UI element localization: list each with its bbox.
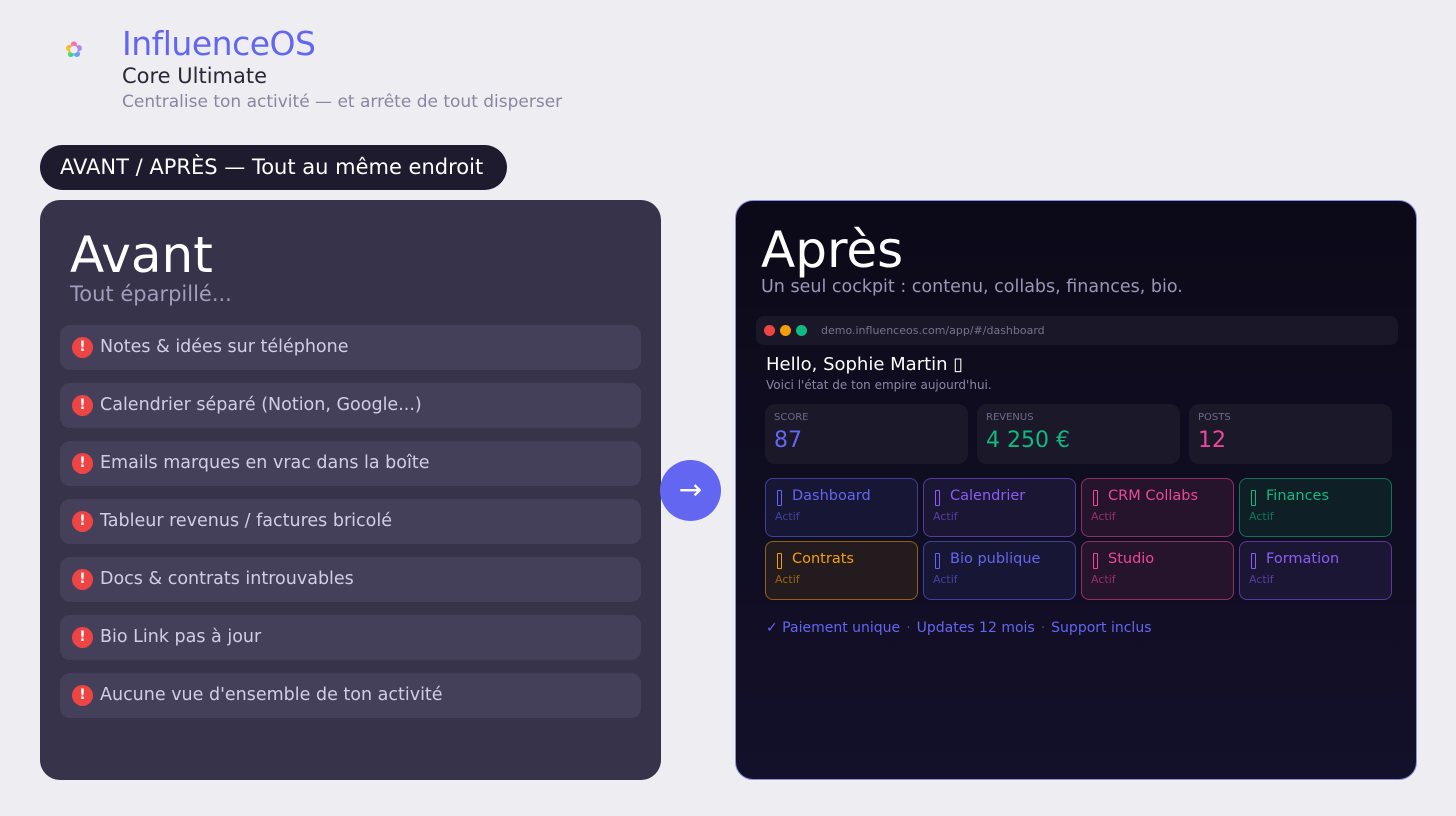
stat-value: 12 [1198, 428, 1226, 453]
app-subtitle: Core Ultimate [122, 64, 268, 88]
close-dot [764, 325, 775, 336]
after-subtitle: Un seul cockpit : contenu, collabs, fina… [761, 277, 1183, 297]
module-status: Actif [933, 510, 958, 523]
before-panel: Avant Tout éparpillé... ! Notes & idées s… [40, 200, 661, 780]
module-icon [935, 490, 940, 506]
exclamation-icon: ! [72, 337, 93, 358]
module-name: Finances [1266, 488, 1330, 504]
module-status: Actif [775, 510, 800, 523]
module-status: Actif [933, 573, 958, 586]
greeting-subtitle: Voici l'état de ton empire aujourd'hui. [766, 378, 992, 392]
pain-point-label: Calendrier séparé (Notion, Google...) [100, 395, 422, 415]
module-tile-studio[interactable]: Studio Actif [1081, 541, 1234, 600]
after-title: Après [761, 221, 904, 279]
pain-point-item: ! Docs & contrats introuvables [60, 557, 641, 602]
pain-point-item: ! Calendrier séparé (Notion, Google...) [60, 383, 641, 428]
flower-logo-icon: ✿ [60, 37, 88, 65]
pain-point-label: Emails marques en vrac dans la boîte [100, 453, 430, 473]
module-icon [1251, 490, 1256, 506]
pain-point-item: ! Aucune vue d'ensemble de ton activité [60, 673, 641, 718]
module-tile-calendrier[interactable]: Calendrier Actif [923, 478, 1076, 537]
module-name: Studio [1108, 551, 1155, 567]
module-name: CRM Collabs [1108, 488, 1199, 504]
footer-features: ✓ Paiement unique · Updates 12 mois · Suppor… [766, 620, 1157, 636]
pain-point-item: ! Bio Link pas à jour [60, 615, 641, 660]
module-icon [777, 490, 782, 506]
module-name: Bio publique [950, 551, 1041, 567]
exclamation-icon: ! [72, 453, 93, 474]
module-name: Formation [1266, 551, 1340, 567]
module-icon [1251, 553, 1256, 569]
module-tile-bio-publique[interactable]: Bio publique Actif [923, 541, 1076, 600]
stat-label: SCORE [774, 412, 809, 423]
module-tile-finances[interactable]: Finances Actif [1239, 478, 1392, 537]
greeting: Hello, Sophie Martin ▯ [766, 354, 964, 375]
exclamation-icon: ! [72, 685, 93, 706]
module-name: Contrats [792, 551, 854, 567]
pain-point-label: Tableur revenus / factures bricolé [100, 511, 392, 531]
pain-point-item: ! Tableur revenus / factures bricolé [60, 499, 641, 544]
stat-label: POSTS [1198, 412, 1231, 423]
module-status: Actif [1249, 573, 1274, 586]
module-tile-dashboard[interactable]: Dashboard Actif [765, 478, 918, 537]
module-status: Actif [775, 573, 800, 586]
separator: · [906, 620, 911, 636]
module-icon [1093, 553, 1098, 569]
pain-point-item: ! Notes & idées sur téléphone [60, 325, 641, 370]
stat-card-posts: POSTS 12 [1189, 404, 1392, 464]
feature-label: Support inclus [1051, 620, 1152, 636]
module-tile-crm-collabs[interactable]: CRM Collabs Actif [1081, 478, 1234, 537]
stat-label: REVENUS [986, 412, 1034, 423]
stat-card-score: SCORE 87 [765, 404, 968, 464]
section-pill: AVANT / APRÈS — Tout au même endroit [40, 145, 507, 190]
exclamation-icon: ! [72, 627, 93, 648]
module-tile-contrats[interactable]: Contrats Actif [765, 541, 918, 600]
stat-value: 87 [774, 428, 802, 453]
stat-card-revenus: REVENUS 4 250 € [977, 404, 1180, 464]
minimize-dot [780, 325, 791, 336]
module-status: Actif [1091, 573, 1116, 586]
stat-value: 4 250 € [986, 428, 1070, 453]
pain-point-label: Notes & idées sur téléphone [100, 337, 349, 357]
pain-point-label: Bio Link pas à jour [100, 627, 262, 647]
maximize-dot [796, 325, 807, 336]
arrow-right-icon: → [660, 460, 721, 521]
exclamation-icon: ! [72, 511, 93, 532]
module-status: Actif [1091, 510, 1116, 523]
module-icon [935, 553, 940, 569]
app-title: InfluenceOS [122, 24, 316, 63]
module-status: Actif [1249, 510, 1274, 523]
pain-point-label: Docs & contrats introuvables [100, 569, 354, 589]
feature-label: Updates 12 mois [916, 620, 1035, 636]
after-panel: Après Un seul cockpit : contenu, collabs… [735, 200, 1417, 780]
before-title: Avant [70, 226, 213, 284]
module-name: Calendrier [950, 488, 1026, 504]
before-subtitle: Tout éparpillé... [70, 282, 232, 306]
module-name: Dashboard [792, 488, 871, 504]
module-icon [1093, 490, 1098, 506]
exclamation-icon: ! [72, 395, 93, 416]
module-icon [777, 553, 782, 569]
separator: · [1040, 620, 1046, 636]
tagline: Centralise ton activité — et arrête de t… [122, 92, 563, 112]
browser-bar: demo.influenceos.com/app/#/dashboard [756, 316, 1398, 345]
pain-point-label: Aucune vue d'ensemble de ton activité [100, 685, 443, 705]
exclamation-icon: ! [72, 569, 93, 590]
feature-label: ✓ Paiement unique [766, 620, 901, 636]
pain-point-item: ! Emails marques en vrac dans la boîte [60, 441, 641, 486]
url-text: demo.influenceos.com/app/#/dashboard [821, 324, 1045, 337]
module-tile-formation[interactable]: Formation Actif [1239, 541, 1392, 600]
